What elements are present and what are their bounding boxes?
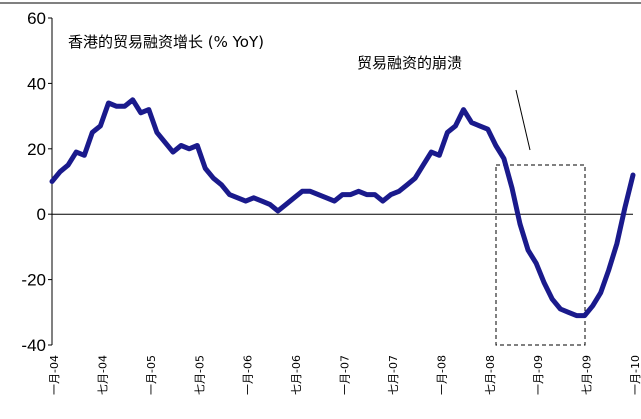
y-tick-label: -20: [21, 271, 46, 290]
x-tick-label: 七月-09: [581, 355, 594, 395]
x-tick-label: 七月-06: [290, 355, 303, 395]
x-tick-label: 七月-07: [387, 355, 400, 395]
chart-title: 香港的贸易融资增长 (% YoY): [68, 33, 264, 51]
highlight-box: [495, 164, 586, 346]
y-tick-label: 0: [37, 205, 46, 224]
annotation: 贸易融资的崩溃: [357, 54, 462, 72]
x-tick-label: 一月-07: [339, 355, 352, 395]
x-tick-label: 七月-05: [193, 355, 206, 395]
x-tick-label: 一月-04: [48, 355, 61, 395]
x-tick-label: 一月-09: [532, 355, 545, 395]
x-tick-label: 七月-04: [96, 355, 109, 395]
x-tick-label: 一月-05: [145, 355, 158, 395]
data-line: [49, 97, 636, 319]
y-tick-label: -40: [21, 336, 46, 355]
annotation-pointer: [515, 89, 531, 151]
y-tick-label: 20: [27, 140, 46, 159]
x-tick-label: 一月-08: [435, 355, 448, 395]
y-tick-label: 40: [27, 74, 46, 93]
x-tick-label: 一月-10: [629, 355, 641, 395]
x-tick-label: 一月-06: [242, 355, 255, 395]
x-tick-label: 七月-08: [484, 355, 497, 395]
y-tick-label: 60: [27, 9, 46, 28]
